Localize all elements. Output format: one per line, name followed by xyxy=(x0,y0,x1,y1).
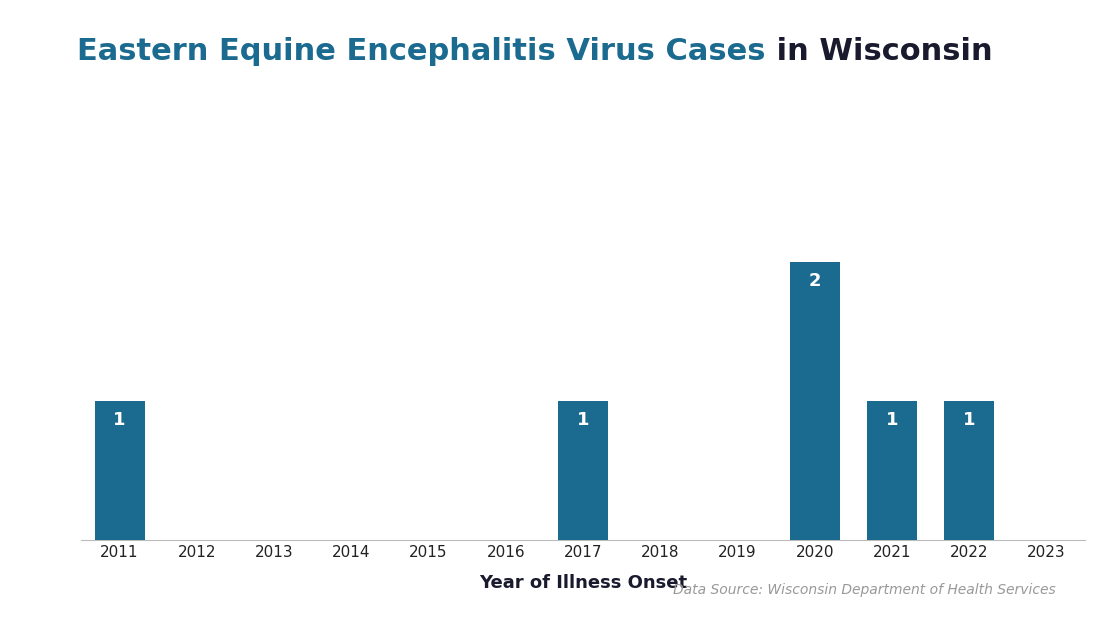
Bar xyxy=(558,401,608,540)
Text: 1: 1 xyxy=(886,411,899,429)
Text: 1: 1 xyxy=(962,411,976,429)
Text: Eastern Equine Encephalitis Virus Cases: Eastern Equine Encephalitis Virus Cases xyxy=(77,37,766,66)
Text: Data Source: Wisconsin Department of Health Services: Data Source: Wisconsin Department of Hea… xyxy=(673,583,1056,597)
Bar xyxy=(867,401,917,540)
Text: 1: 1 xyxy=(113,411,125,429)
X-axis label: Year of Illness Onset: Year of Illness Onset xyxy=(478,574,688,592)
Bar xyxy=(944,401,994,540)
Bar xyxy=(95,401,145,540)
Bar xyxy=(790,262,839,540)
Text: 2: 2 xyxy=(808,272,821,290)
Y-axis label: Total
Cases: Total Cases xyxy=(0,298,28,337)
Text: in Wisconsin: in Wisconsin xyxy=(766,37,992,66)
Text: 1: 1 xyxy=(576,411,590,429)
